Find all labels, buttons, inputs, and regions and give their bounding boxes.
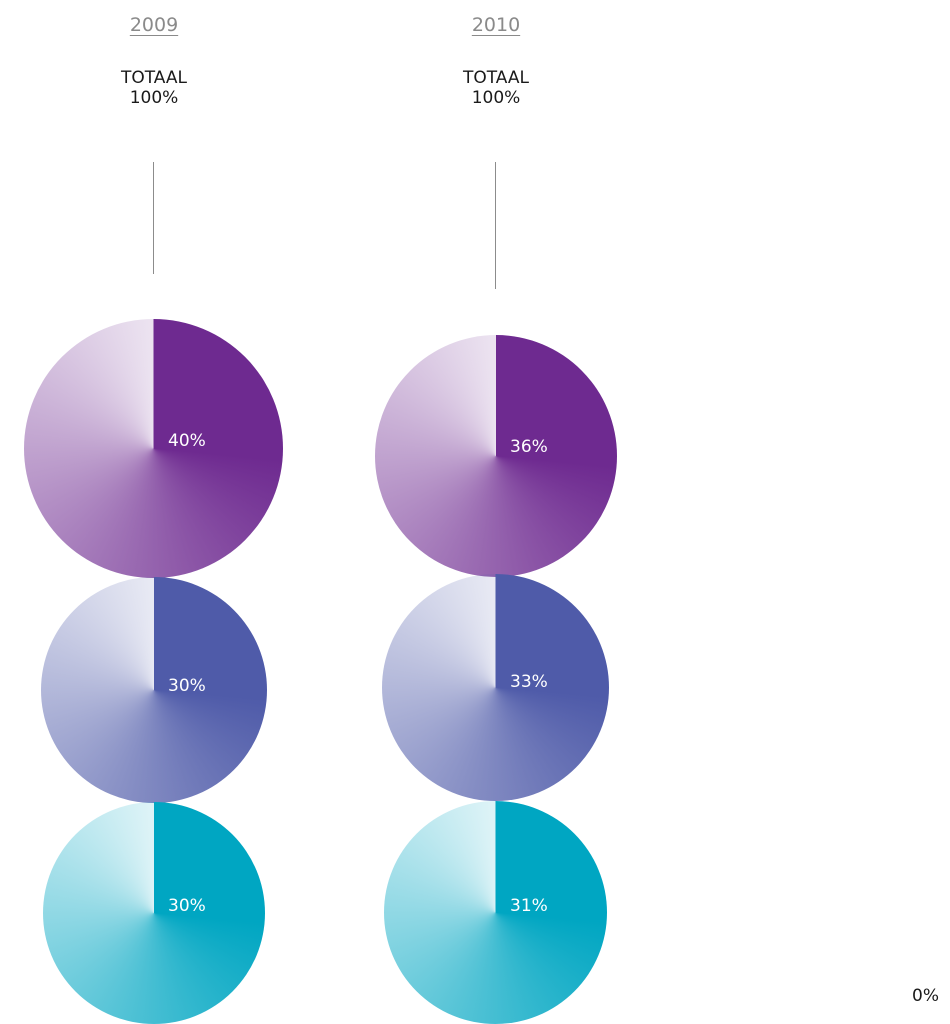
total-block-2009: TOTAAL 100% [84,68,224,109]
total-value-2010: 100% [471,88,521,109]
corner-label: 0% [912,986,939,1006]
pie-label-2009-blue: 30% [168,676,206,696]
total-label-2009: TOTAAL [120,68,188,88]
pie-2009-purple [24,319,283,578]
total-label-2010: TOTAAL [462,68,530,88]
pie-2009-teal [43,802,265,1024]
pie-2009-blue [41,577,267,803]
pie-label-2010-teal: 31% [510,896,548,916]
total-value-2009: 100% [129,88,179,109]
pie-2010-purple [375,335,617,577]
pie-2010-blue [382,574,609,801]
pie-2010-teal [384,801,607,1024]
pie-label-2009-purple: 40% [168,431,206,451]
stem-2009 [153,162,154,274]
pie-label-2009-teal: 30% [168,896,206,916]
stem-2010 [495,162,496,289]
year-label-2010: 2010 [471,14,521,36]
pie-label-2010-blue: 33% [510,672,548,692]
pie-label-2010-purple: 36% [510,437,548,457]
total-block-2010: TOTAAL 100% [426,68,566,109]
year-label-2009: 2009 [129,14,179,36]
